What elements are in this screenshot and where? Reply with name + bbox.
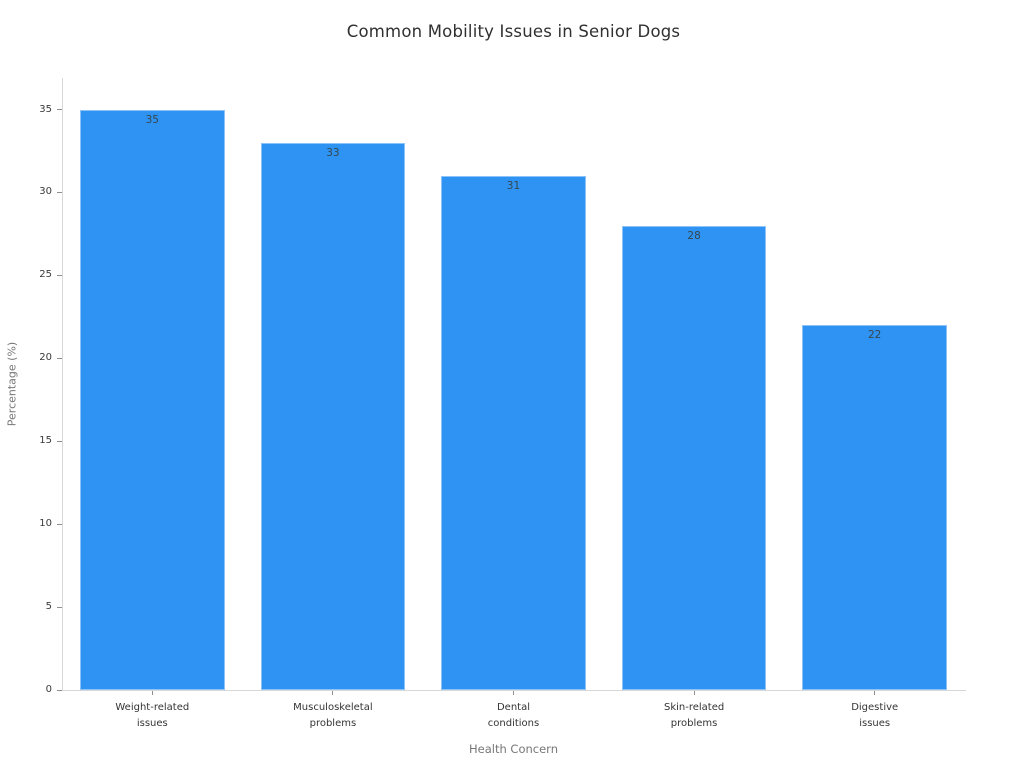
y-tick-label: 25 [39, 269, 52, 281]
y-tick-mark [57, 191, 62, 193]
y-tick-mark [57, 357, 62, 359]
y-tick-mark [57, 274, 62, 276]
bar [80, 109, 225, 690]
bar-value-label: 22 [868, 329, 882, 342]
x-tick-mark [874, 691, 876, 695]
y-tick-mark [57, 440, 62, 442]
bar-value-label: 28 [687, 229, 701, 242]
bar-value-label: 33 [326, 146, 340, 159]
bar [260, 142, 406, 690]
bar [441, 175, 586, 690]
y-tick-label: 0 [45, 684, 52, 695]
x-tick-mark [513, 691, 514, 695]
y-tick-mark [57, 689, 62, 691]
bar [802, 325, 947, 690]
x-tick-label: Skin-related problems [663, 702, 725, 729]
bar-value-label: 31 [506, 179, 521, 192]
bar [621, 225, 767, 690]
plot-area [62, 78, 966, 691]
y-tick-label: 10 [39, 518, 52, 530]
y-tick-mark [57, 606, 62, 608]
bar-value-label: 35 [145, 113, 159, 126]
y-tick-label: 15 [39, 435, 52, 447]
y-tick-label: 30 [39, 186, 52, 198]
y-tick-mark [57, 523, 62, 525]
chart-title: Common Mobility Issues in Senior Dogs [346, 22, 681, 41]
y-tick-label: 35 [39, 103, 52, 115]
x-tick-mark [693, 691, 695, 695]
x-tick-label: Weight-related issues [115, 702, 190, 729]
x-axis-title: Health Concern [469, 742, 558, 756]
y-tick-mark [57, 109, 62, 110]
x-tick-mark [151, 691, 153, 695]
x-tick-label: Musculoskeletal problems [293, 702, 373, 729]
y-tick-label: 20 [39, 352, 52, 364]
x-tick-label: Digestive issues [851, 702, 899, 729]
x-tick-label: Dental conditions [487, 702, 540, 729]
x-tick-mark [332, 691, 334, 695]
y-tick-label: 5 [45, 601, 52, 613]
